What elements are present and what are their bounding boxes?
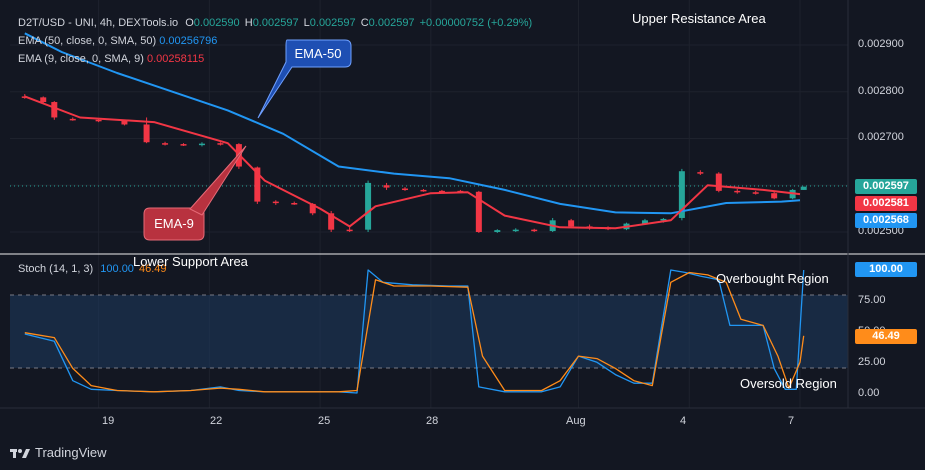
time-tick: 4 [680,415,687,427]
stoch-k-value: 100.00 [100,263,134,275]
stoch-d-tag: 46.49 [855,329,917,344]
time-tick: 25 [318,415,331,427]
candle-body [771,193,778,199]
tradingview-text: TradingView [35,445,107,460]
ema9-line [24,95,801,230]
ema9-legend-value: 0.00258115 [147,53,205,65]
candle-body [494,230,501,232]
candle-body [254,167,261,202]
close-label: C [360,17,369,29]
candle-body [51,102,58,118]
time-tick: 22 [210,415,223,427]
last-price-tag: 0.002597 [855,179,917,194]
ema9-legend-label: EMA (9, close, 0, SMA, 9) [18,53,144,65]
stoch-d-line [24,271,805,393]
open-value: 0.002590 [193,17,240,29]
candle-body [752,192,759,194]
candle-body [734,190,741,193]
time-tick: 19 [102,415,115,427]
symbol-title: D2T/USD - UNI, 4h, DEXTools.io [18,17,179,29]
candle-body [143,124,150,143]
candle-body [346,229,353,232]
open-label: O [185,17,194,29]
candle-body [678,171,685,218]
close-value: 0.002597 [368,17,415,29]
candle-body [217,143,224,145]
tradingview-logo[interactable]: TradingView [10,445,107,460]
overbought-label: Overbought Region [716,271,829,286]
candle-body [162,143,169,145]
time-tick: Aug [566,415,586,427]
symbol-header: D2T/USD - UNI, 4h, DEXTools.io O0.002590… [18,17,532,29]
stoch-legend-label: Stoch (14, 1, 3) [18,263,94,275]
ema50-line [24,32,801,215]
stoch-band [10,295,848,368]
ema9-callout: EMA-9 [143,145,247,241]
low-value: 0.002597 [309,17,356,29]
candle-body [641,220,648,224]
candle-body [568,220,575,227]
ema50-legend-label: EMA (50, close, 0, SMA, 50) [18,35,157,47]
low-label: L [303,17,310,29]
ema50-callout: EMA-50 [257,39,352,119]
candle-body [365,182,372,230]
stoch-legend[interactable]: Stoch (14, 1, 3) 100.00 46.49 [18,263,167,275]
stoch-tick: 75.00 [858,294,886,306]
candlesticks [21,94,807,233]
candle-body [95,119,102,122]
change-value: +0.00000752 (+0.29%) [419,17,533,29]
time-tick: 7 [788,415,795,427]
candle-body [475,191,482,232]
candle-body [198,143,205,146]
ema9-legend[interactable]: EMA (9, close, 0, SMA, 9) 0.00258115 [18,53,204,65]
upper-resistance-label: Upper Resistance Area [632,11,766,26]
high-label: H [244,17,253,29]
candle-body [715,173,722,191]
ema9-callout-text: EMA-9 [154,216,194,231]
candle-body [291,203,298,205]
candle-body [180,144,187,146]
candle-body [800,186,807,190]
candle-body [531,229,538,232]
candle-body [272,201,279,204]
ema50-callout-text: EMA-50 [295,46,342,61]
candle-body [438,190,445,193]
candle-body [40,97,47,103]
indicator-lines [24,32,805,394]
ema50-legend[interactable]: EMA (50, close, 0, SMA, 50) 0.00256796 [18,35,217,47]
price-tick: 0.002500 [858,225,904,237]
candle-body [121,120,128,125]
candle-body [309,203,316,214]
stoch-tick: 0.00 [858,387,880,399]
candle-body [328,213,335,230]
candle-body [383,185,390,188]
lower-support-label: Lower Support Area [133,254,248,269]
price-tick: 0.002700 [858,131,904,143]
high-value: 0.002597 [252,17,299,29]
candle-body [660,218,667,221]
price-tick: 0.002800 [858,85,904,97]
ema50-price-tag: 0.002568 [855,213,917,228]
candle-body [512,229,519,232]
price-tick: 0.002900 [858,38,904,50]
ema9-price-tag: 0.002581 [855,196,917,211]
stoch-d-value: 46.49 [139,263,167,275]
time-tick: 28 [426,415,439,427]
tradingview-icon [10,448,30,458]
stoch-k-tag: 100.00 [855,262,917,277]
ema50-legend-value: 0.00256796 [159,35,218,47]
candle-body [69,118,76,121]
candle-body [420,189,427,192]
candle-body [402,188,409,191]
candle-body [697,172,704,174]
stoch-tick: 25.00 [858,356,886,368]
oversold-label: Oversold Region [740,376,837,391]
